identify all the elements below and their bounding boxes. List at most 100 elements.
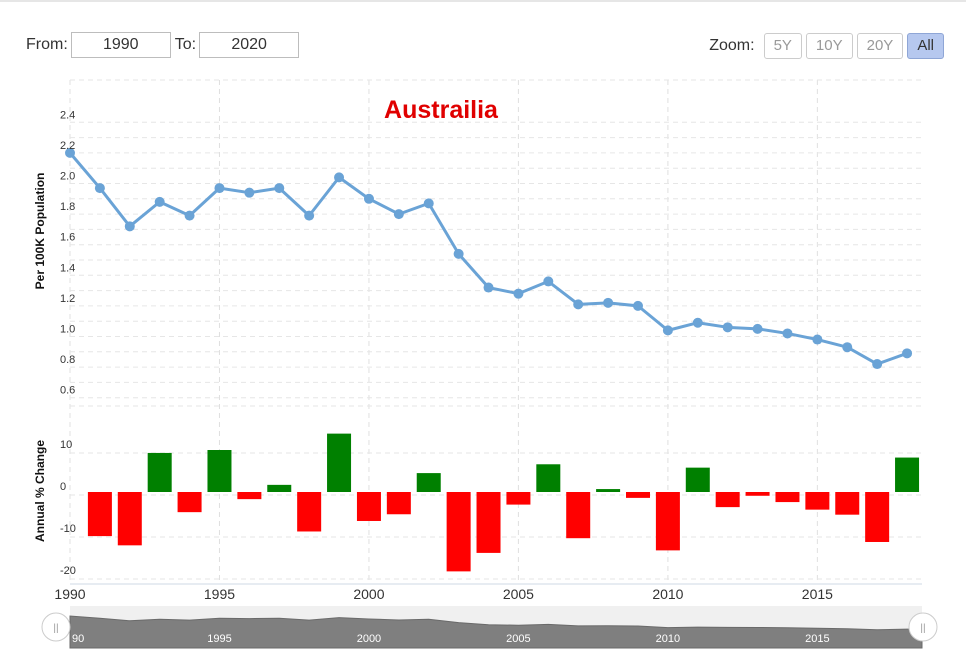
zoom-all-button[interactable]: All bbox=[907, 33, 944, 59]
bar bbox=[416, 473, 441, 492]
bar bbox=[147, 452, 172, 492]
data-point bbox=[184, 210, 195, 221]
bar bbox=[715, 492, 740, 508]
data-point bbox=[573, 299, 584, 310]
bar-ytick-label: -10 bbox=[60, 523, 76, 535]
data-point bbox=[842, 342, 853, 353]
grid-lines bbox=[69, 79, 922, 582]
bar bbox=[327, 433, 352, 492]
xtick-label: 2005 bbox=[503, 586, 534, 602]
bar bbox=[596, 489, 621, 492]
handle-grip-icon: || bbox=[920, 623, 925, 634]
line-ytick-label: 0.8 bbox=[60, 354, 75, 366]
line-ytick-label: 1.2 bbox=[60, 293, 75, 305]
bar bbox=[536, 464, 561, 492]
line-ytick-label: 1.6 bbox=[60, 232, 75, 244]
navigator-label: 1995 bbox=[207, 633, 231, 645]
bar bbox=[655, 492, 680, 551]
data-point bbox=[304, 210, 315, 221]
data-point bbox=[782, 328, 793, 339]
line-ytick-label: 1.4 bbox=[60, 262, 75, 274]
line-ytick-label: 1.0 bbox=[60, 324, 75, 336]
zoom-label: Zoom: bbox=[709, 37, 755, 54]
xtick-label: 2000 bbox=[353, 586, 384, 602]
data-point bbox=[334, 172, 345, 183]
top-border bbox=[0, 0, 966, 2]
bar-ytick-label: 10 bbox=[60, 439, 72, 451]
bar bbox=[177, 492, 202, 513]
data-point bbox=[453, 248, 464, 259]
data-point bbox=[393, 209, 404, 220]
axes: 2.4 2.2 2.0 1.8 1.6 1.4 1.2 1.0 0.8 0.6 10 0 -10 -20 1… bbox=[54, 109, 922, 602]
navigator-label: 90 bbox=[72, 633, 84, 645]
bar bbox=[506, 492, 531, 505]
navigator[interactable]: 90 1995 2000 2005 2010 2015 || || bbox=[41, 606, 938, 649]
chart-title: Austrailia bbox=[384, 96, 499, 124]
bar bbox=[626, 492, 650, 498]
from-date-input[interactable]: 1990 bbox=[70, 32, 171, 58]
data-point bbox=[483, 282, 494, 293]
bar bbox=[566, 492, 591, 539]
bar bbox=[386, 492, 411, 515]
bar bbox=[835, 492, 860, 515]
bar bbox=[895, 457, 920, 492]
data-point bbox=[722, 322, 733, 333]
data-point bbox=[692, 317, 703, 328]
bar bbox=[685, 467, 710, 492]
zoom-controls: Zoom: 5Y 10Y 20Y All bbox=[709, 33, 944, 59]
bar bbox=[356, 492, 381, 521]
zoom-5y-button[interactable]: 5Y bbox=[763, 33, 802, 59]
navigator-label: 2015 bbox=[805, 633, 829, 645]
navigator-left-handle[interactable] bbox=[41, 612, 71, 642]
zoom-10y-button[interactable]: 10Y bbox=[805, 33, 853, 59]
bar bbox=[237, 492, 262, 500]
to-date-input[interactable]: 2020 bbox=[199, 32, 300, 58]
line-ytick-label: 0.6 bbox=[60, 385, 75, 397]
bar bbox=[745, 492, 770, 496]
bar bbox=[87, 492, 112, 537]
data-point bbox=[423, 198, 434, 209]
bar bbox=[865, 492, 890, 542]
data-point bbox=[65, 147, 75, 158]
data-point bbox=[633, 300, 643, 311]
navigator-area bbox=[69, 615, 923, 649]
xtick-label: 1995 bbox=[204, 586, 235, 602]
date-range-controls: From: 1990 To: 2020 bbox=[26, 32, 300, 58]
bar bbox=[117, 492, 142, 546]
bar bbox=[297, 492, 322, 532]
bar bbox=[775, 492, 800, 503]
to-label: To: bbox=[174, 36, 197, 53]
bar-ytick-label: 0 bbox=[60, 481, 66, 493]
data-point bbox=[244, 187, 255, 198]
line-ytick-label: 2.4 bbox=[60, 109, 75, 121]
handle-grip-icon: || bbox=[53, 623, 58, 634]
data-point bbox=[154, 196, 165, 207]
bar bbox=[446, 492, 471, 572]
data-point bbox=[902, 348, 913, 359]
data-point bbox=[662, 325, 673, 336]
bar bbox=[267, 484, 292, 492]
data-point bbox=[872, 359, 883, 370]
data-point bbox=[513, 288, 524, 299]
bar bbox=[207, 450, 232, 492]
data-point bbox=[94, 183, 105, 194]
bar-ylabel: Annual % Change bbox=[33, 440, 47, 542]
data-point bbox=[603, 297, 614, 308]
bar bbox=[805, 492, 830, 510]
bar-ytick-label: -20 bbox=[60, 565, 76, 577]
line-ylabel: Per 100K Population bbox=[33, 173, 47, 290]
zoom-20y-button[interactable]: 20Y bbox=[856, 33, 904, 59]
navigator-label: 2010 bbox=[656, 633, 680, 645]
data-point bbox=[363, 193, 374, 204]
bar bbox=[476, 492, 501, 553]
from-label: From: bbox=[26, 36, 68, 53]
data-point bbox=[752, 323, 763, 334]
navigator-label: 2005 bbox=[506, 633, 530, 645]
line-ytick-label: 1.8 bbox=[60, 201, 75, 213]
data-point bbox=[812, 334, 823, 345]
data-point bbox=[543, 276, 554, 287]
series-line bbox=[68, 151, 908, 366]
line-chart bbox=[65, 147, 913, 370]
navigator-right-handle[interactable] bbox=[908, 612, 938, 642]
